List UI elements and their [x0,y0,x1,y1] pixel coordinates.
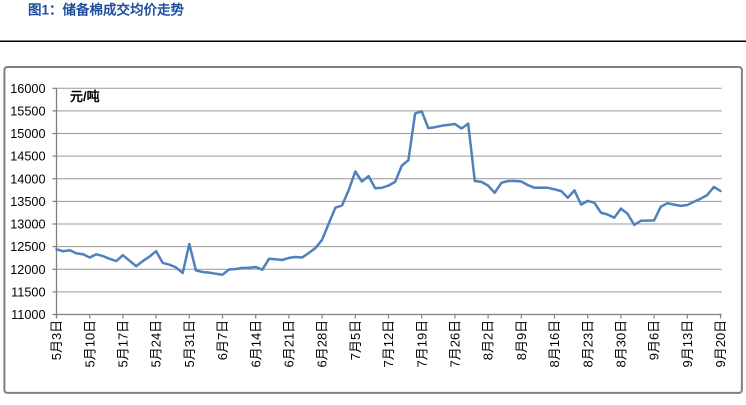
svg-text:14000: 14000 [10,172,45,186]
svg-text:6月21日: 6月21日 [282,320,297,368]
svg-text:6月28日: 6月28日 [315,320,330,368]
svg-text:6月14日: 6月14日 [248,320,263,368]
svg-text:15500: 15500 [10,105,45,119]
svg-text:11000: 11000 [11,308,45,322]
svg-text:12000: 12000 [10,263,45,277]
svg-text:5月17日: 5月17日 [116,320,131,368]
svg-text:9月6日: 9月6日 [647,320,662,360]
svg-text:图1：储备棉成交均价走势: 图1：储备棉成交均价走势 [28,2,185,18]
svg-text:9月20日: 9月20日 [713,320,728,368]
svg-text:12500: 12500 [10,240,45,254]
svg-text:7月5日: 7月5日 [348,320,363,360]
svg-text:5月3日: 5月3日 [49,320,64,360]
svg-text:5月24日: 5月24日 [149,320,164,368]
svg-text:8月2日: 8月2日 [481,320,496,360]
svg-text:15000: 15000 [10,127,45,141]
svg-text:7月19日: 7月19日 [414,320,429,368]
svg-text:8月9日: 8月9日 [514,320,529,360]
svg-text:8月30日: 8月30日 [614,320,629,368]
svg-text:13000: 13000 [10,218,45,232]
svg-text:5月10日: 5月10日 [82,320,97,368]
svg-text:8月16日: 8月16日 [547,320,562,368]
svg-text:7月12日: 7月12日 [381,320,396,368]
svg-text:8月23日: 8月23日 [580,320,595,368]
svg-text:9月13日: 9月13日 [680,320,695,368]
svg-text:7月26日: 7月26日 [448,320,463,368]
svg-text:16000: 16000 [10,82,45,96]
svg-text:11500: 11500 [11,286,45,300]
svg-text:13500: 13500 [10,195,45,209]
svg-text:5月31日: 5月31日 [182,320,197,368]
svg-text:14500: 14500 [10,150,45,164]
svg-text:6月7日: 6月7日 [215,320,230,360]
svg-text:元/吨: 元/吨 [70,89,100,104]
